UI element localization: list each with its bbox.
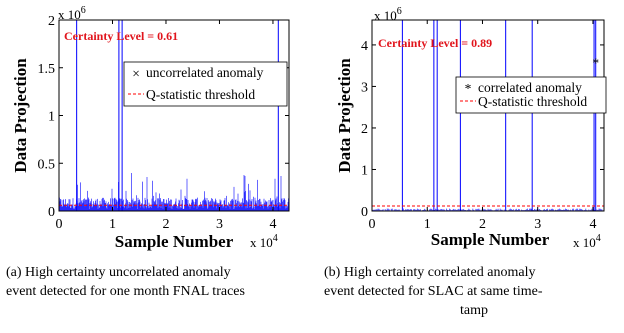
x-tick-label: 1 [109,217,116,232]
caption-right-line-1: (b) High certainty correlated anomaly [324,265,536,280]
y-tick-label: 2 [48,14,55,29]
x-tick-label: 3 [534,217,541,232]
caption-left-line-1: (a) High certainty uncorrelated anomaly [6,265,231,280]
legend-box [455,76,607,114]
y-axis-label: Data Projection [335,58,354,173]
caption-right: (b) High certainty correlated anomaly ev… [324,263,624,320]
axes-frame [371,19,605,212]
x-tick-label: 2 [479,217,486,232]
x-axis-multiplier: x 104 [573,233,601,250]
x-tick-label: 0 [56,217,63,232]
x-axis-label: Sample Number [431,230,550,249]
legend-label-threshold: Q-statistic threshold [478,94,587,109]
certainty-level-annotation: Certainty Level = 0.89 [378,36,492,50]
legend-marker-icon: × [132,66,140,81]
caption-right-line-2: event detected for SLAC at same time- [324,284,543,299]
legend-label-anomaly: correlated anomaly [478,80,582,95]
caption-left: (a) High certainty uncorrelated anomaly … [6,263,309,301]
legend-label-threshold: Q-statistic threshold [146,87,255,102]
x-tick-label: 4 [589,217,596,232]
y-tick-label: 0 [361,205,368,220]
y-tick-label: 1 [48,110,55,125]
y-tick-label: 1.5 [38,62,56,77]
y-axis-multiplier: x 106 [58,5,86,22]
y-tick-label: 3 [361,80,368,95]
chart-panel-2: 0 1 2 3 4 0 1 2 3 4 Sample Number Data Projection x … [335,6,607,250]
y-tick-label: 0 [48,205,55,220]
y-tick-label: 1 [361,163,368,178]
y-tick-label: 0.5 [38,157,56,172]
x-tick-label: 1 [424,217,431,232]
x-axis-multiplier: x 104 [250,233,278,250]
x-tick-label: 3 [216,217,223,232]
y-axis-multiplier: x 106 [374,6,402,23]
y-tick-label: 4 [361,39,368,54]
x-tick-label: 4 [269,217,276,232]
x-axis-label: Sample Number [115,232,234,251]
correlated-anomaly-marker: * [592,56,599,71]
y-tick-label: 2 [361,122,368,137]
y-axis-label: Data Projection [11,58,30,173]
x-tick-label: 2 [162,217,169,232]
caption-left-line-2: event detected for one month FNAL traces [6,284,245,299]
caption-right-line-3: tamp [460,303,488,318]
legend-marker-icon: * [465,81,472,96]
legend-box [123,61,288,107]
certainty-level-annotation: Certainty Level = 0.61 [64,29,178,43]
x-tick-label: 0 [369,217,376,232]
axes-frame [58,19,290,212]
legend-label-anomaly: uncorrelated anomaly [146,65,264,80]
